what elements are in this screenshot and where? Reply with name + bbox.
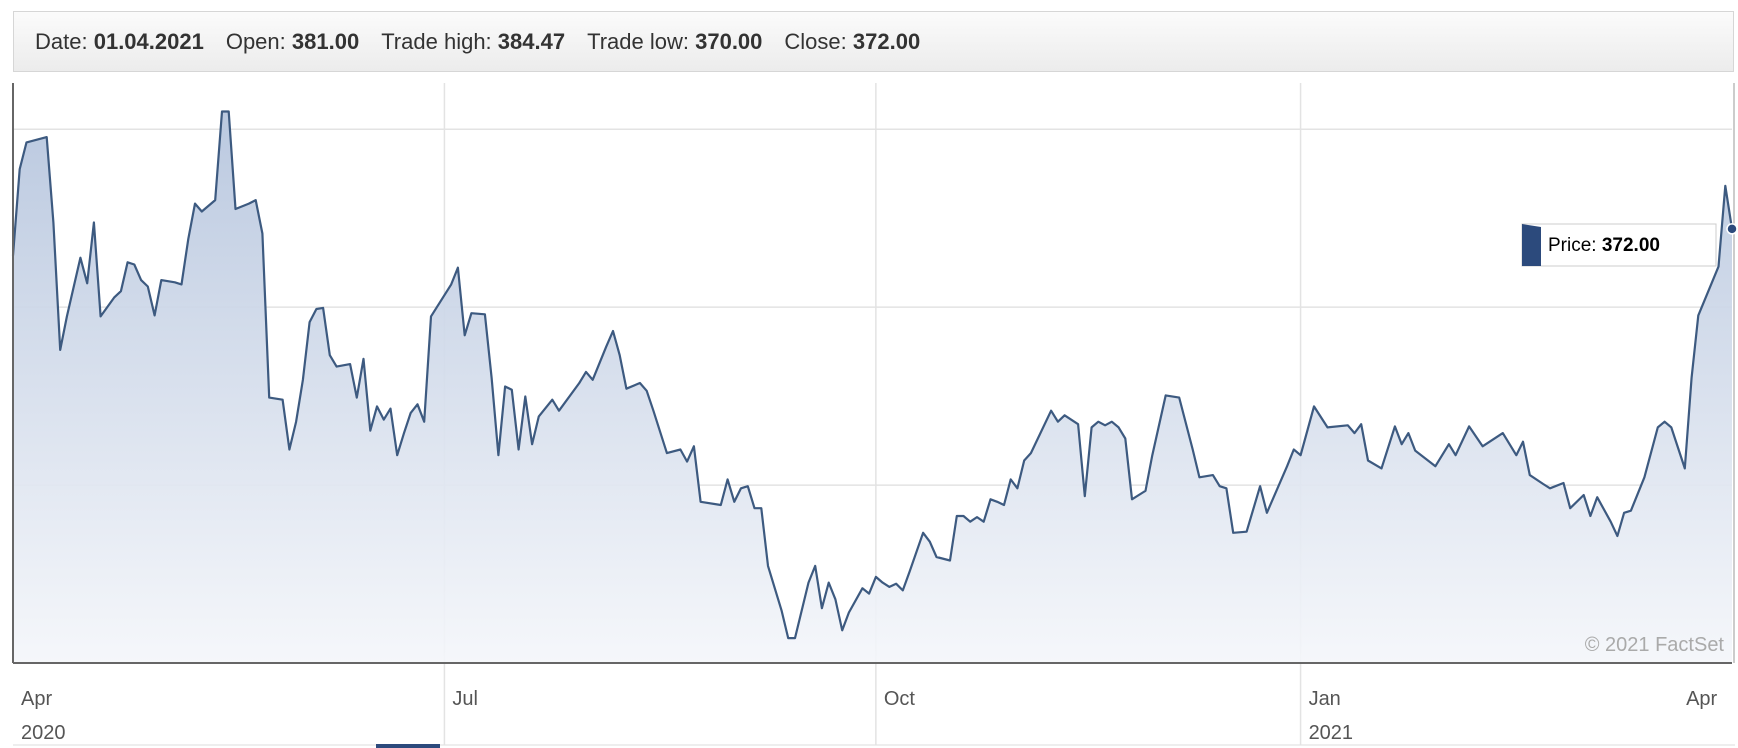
tooltip-value: 372.00 [1602,235,1660,256]
area-fill [13,111,1732,663]
price-line [11,110,1734,640]
ohlc-item: Date: 01.04.2021 [35,29,204,55]
x-tick-label: Jan [1309,688,1341,710]
ohlc-label: Close: [784,28,847,54]
ohlc-item: Trade low: 370.00 [587,29,762,55]
ohlc-item: Trade high: 384.47 [381,29,565,55]
ohlc-value: 384.47 [497,28,566,54]
ohlc-value: 370.00 [695,28,763,54]
ohlc-item: Open: 381.00 [226,29,359,55]
ohlc-label: Open: [225,28,286,54]
tooltip-label: Price: [1548,235,1597,256]
x-tick-label: Jul [452,688,478,710]
tooltip-text: Price: 372.00 [1548,235,1660,256]
ohlc-value: 01.04.2021 [93,28,204,54]
ohlc-label: Trade high: [381,28,492,54]
range-tabs [13,744,1735,748]
tooltip-box [1521,223,1717,267]
ohlc-value: 372.00 [852,28,921,54]
ohlc-header: Date: 01.04.2021 Open: 381.00 Trade high: … [13,11,1734,72]
current-point [1726,223,1738,235]
ohlc-label: Trade low: [587,28,689,54]
ohlc-label: Date: [35,28,88,54]
watermark: © 2021 FactSet [1585,634,1725,656]
tooltip: Price: 372.00 [1521,223,1717,267]
ohlc-value: 381.00 [291,28,360,54]
x-tick-label: Apr [21,688,52,710]
year-label: 2020 [21,722,66,744]
ohlc-item: Close: 372.00 [784,29,920,55]
tooltip-flag [1522,224,1541,266]
year-label: 2021 [1309,722,1354,744]
x-tick-label: Apr [1686,688,1717,710]
x-tick-label: Oct [884,688,916,710]
